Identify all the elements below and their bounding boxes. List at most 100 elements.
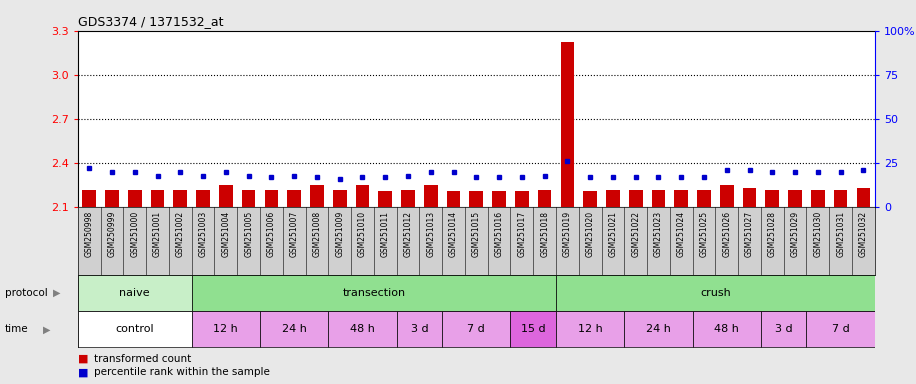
- Text: naive: naive: [119, 288, 150, 298]
- Text: crush: crush: [700, 288, 731, 298]
- Bar: [378, 191, 392, 207]
- Bar: [355, 185, 369, 207]
- Bar: [515, 191, 529, 207]
- Bar: [697, 190, 711, 207]
- Text: GSM251028: GSM251028: [768, 211, 777, 257]
- Bar: [743, 188, 757, 207]
- Bar: [447, 191, 461, 207]
- Bar: [538, 190, 551, 207]
- Bar: [151, 190, 164, 207]
- FancyBboxPatch shape: [397, 311, 442, 347]
- Text: GSM251023: GSM251023: [654, 211, 663, 257]
- Bar: [789, 190, 802, 207]
- Text: 12 h: 12 h: [213, 324, 238, 334]
- FancyBboxPatch shape: [328, 311, 397, 347]
- Bar: [856, 188, 870, 207]
- FancyBboxPatch shape: [78, 311, 875, 348]
- Bar: [561, 43, 574, 207]
- Bar: [766, 190, 780, 207]
- FancyBboxPatch shape: [191, 311, 260, 347]
- Text: ▶: ▶: [43, 324, 50, 334]
- Text: protocol: protocol: [5, 288, 48, 298]
- Text: GSM251012: GSM251012: [404, 211, 412, 257]
- Text: GSM251018: GSM251018: [540, 211, 549, 257]
- Text: GSM251024: GSM251024: [677, 211, 686, 257]
- FancyBboxPatch shape: [442, 311, 510, 347]
- Text: GSM251007: GSM251007: [289, 211, 299, 257]
- FancyBboxPatch shape: [761, 311, 806, 347]
- Text: GSM251020: GSM251020: [585, 211, 594, 257]
- Bar: [219, 185, 233, 207]
- Text: 3 d: 3 d: [775, 324, 792, 334]
- Text: GSM251005: GSM251005: [245, 211, 253, 257]
- Text: GSM251017: GSM251017: [518, 211, 527, 257]
- Bar: [720, 185, 734, 207]
- Text: GSM251030: GSM251030: [813, 211, 823, 257]
- Bar: [173, 190, 187, 207]
- Text: ▶: ▶: [53, 288, 60, 298]
- Bar: [196, 190, 210, 207]
- FancyBboxPatch shape: [806, 311, 875, 347]
- Text: 48 h: 48 h: [714, 324, 739, 334]
- FancyBboxPatch shape: [78, 311, 191, 347]
- Text: GSM250998: GSM250998: [85, 211, 93, 257]
- Bar: [674, 190, 688, 207]
- Bar: [629, 190, 642, 207]
- Text: 7 d: 7 d: [832, 324, 849, 334]
- Text: transection: transection: [343, 288, 406, 298]
- Bar: [333, 190, 346, 207]
- Text: GSM251004: GSM251004: [222, 211, 230, 257]
- Text: percentile rank within the sample: percentile rank within the sample: [94, 367, 270, 377]
- Bar: [583, 191, 597, 207]
- Text: GSM251031: GSM251031: [836, 211, 845, 257]
- Text: GSM251021: GSM251021: [608, 211, 617, 257]
- Text: GSM251022: GSM251022: [631, 211, 640, 257]
- Text: GSM251003: GSM251003: [199, 211, 208, 257]
- Bar: [105, 190, 119, 207]
- Text: GSM251025: GSM251025: [700, 211, 708, 257]
- Bar: [834, 190, 847, 207]
- Bar: [470, 191, 483, 207]
- Text: 3 d: 3 d: [410, 324, 428, 334]
- Text: ■: ■: [78, 367, 92, 377]
- Bar: [606, 190, 620, 207]
- FancyBboxPatch shape: [78, 275, 875, 311]
- Bar: [128, 190, 142, 207]
- FancyBboxPatch shape: [510, 311, 556, 347]
- Text: GSM251027: GSM251027: [745, 211, 754, 257]
- Text: GSM251019: GSM251019: [563, 211, 572, 257]
- Text: GSM251001: GSM251001: [153, 211, 162, 257]
- Text: ■: ■: [78, 354, 92, 364]
- FancyBboxPatch shape: [556, 311, 625, 347]
- Bar: [265, 190, 278, 207]
- Text: GSM251006: GSM251006: [267, 211, 276, 257]
- Text: 12 h: 12 h: [578, 324, 603, 334]
- Text: GSM251026: GSM251026: [723, 211, 731, 257]
- Text: GSM251029: GSM251029: [791, 211, 800, 257]
- Text: 48 h: 48 h: [350, 324, 375, 334]
- Text: GSM251008: GSM251008: [312, 211, 322, 257]
- Bar: [82, 190, 96, 207]
- Bar: [311, 185, 323, 207]
- Text: GSM251016: GSM251016: [495, 211, 504, 257]
- Bar: [492, 191, 506, 207]
- Bar: [424, 185, 438, 207]
- Text: 15 d: 15 d: [521, 324, 546, 334]
- Bar: [811, 190, 824, 207]
- Bar: [242, 190, 256, 207]
- Text: GSM251000: GSM251000: [130, 211, 139, 257]
- Bar: [651, 190, 665, 207]
- Text: GSM251013: GSM251013: [426, 211, 435, 257]
- Text: GSM251011: GSM251011: [381, 211, 389, 257]
- FancyBboxPatch shape: [191, 275, 556, 311]
- FancyBboxPatch shape: [78, 275, 191, 311]
- Text: control: control: [115, 324, 154, 334]
- FancyBboxPatch shape: [556, 275, 875, 311]
- Text: transformed count: transformed count: [94, 354, 191, 364]
- Bar: [401, 190, 415, 207]
- Text: time: time: [5, 324, 28, 334]
- Text: GSM251002: GSM251002: [176, 211, 185, 257]
- Text: 24 h: 24 h: [282, 324, 307, 334]
- FancyBboxPatch shape: [260, 311, 328, 347]
- Text: GDS3374 / 1371532_at: GDS3374 / 1371532_at: [78, 15, 224, 28]
